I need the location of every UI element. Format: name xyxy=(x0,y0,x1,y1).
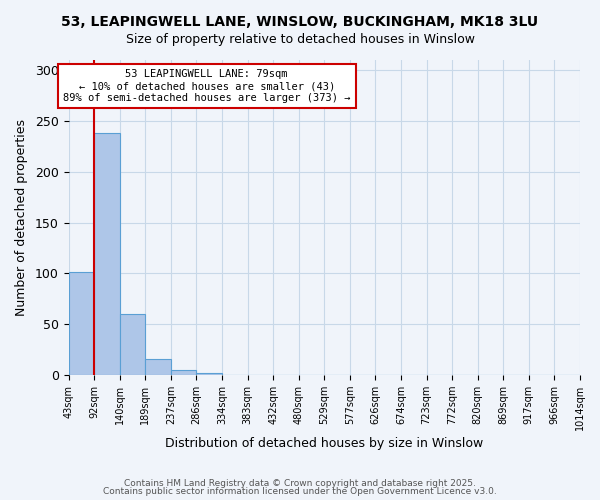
Bar xyxy=(196,373,222,375)
Bar xyxy=(145,359,171,375)
Text: Contains public sector information licensed under the Open Government Licence v3: Contains public sector information licen… xyxy=(103,487,497,496)
Text: Size of property relative to detached houses in Winslow: Size of property relative to detached ho… xyxy=(125,32,475,46)
Y-axis label: Number of detached properties: Number of detached properties xyxy=(15,119,28,316)
Bar xyxy=(68,272,94,375)
Text: 53 LEAPINGWELL LANE: 79sqm
← 10% of detached houses are smaller (43)
89% of semi: 53 LEAPINGWELL LANE: 79sqm ← 10% of deta… xyxy=(63,70,350,102)
Bar xyxy=(119,314,145,375)
X-axis label: Distribution of detached houses by size in Winslow: Distribution of detached houses by size … xyxy=(165,437,484,450)
Text: 53, LEAPINGWELL LANE, WINSLOW, BUCKINGHAM, MK18 3LU: 53, LEAPINGWELL LANE, WINSLOW, BUCKINGHA… xyxy=(61,15,539,29)
Text: Contains HM Land Registry data © Crown copyright and database right 2025.: Contains HM Land Registry data © Crown c… xyxy=(124,478,476,488)
Bar xyxy=(171,370,196,375)
Bar xyxy=(94,133,119,375)
